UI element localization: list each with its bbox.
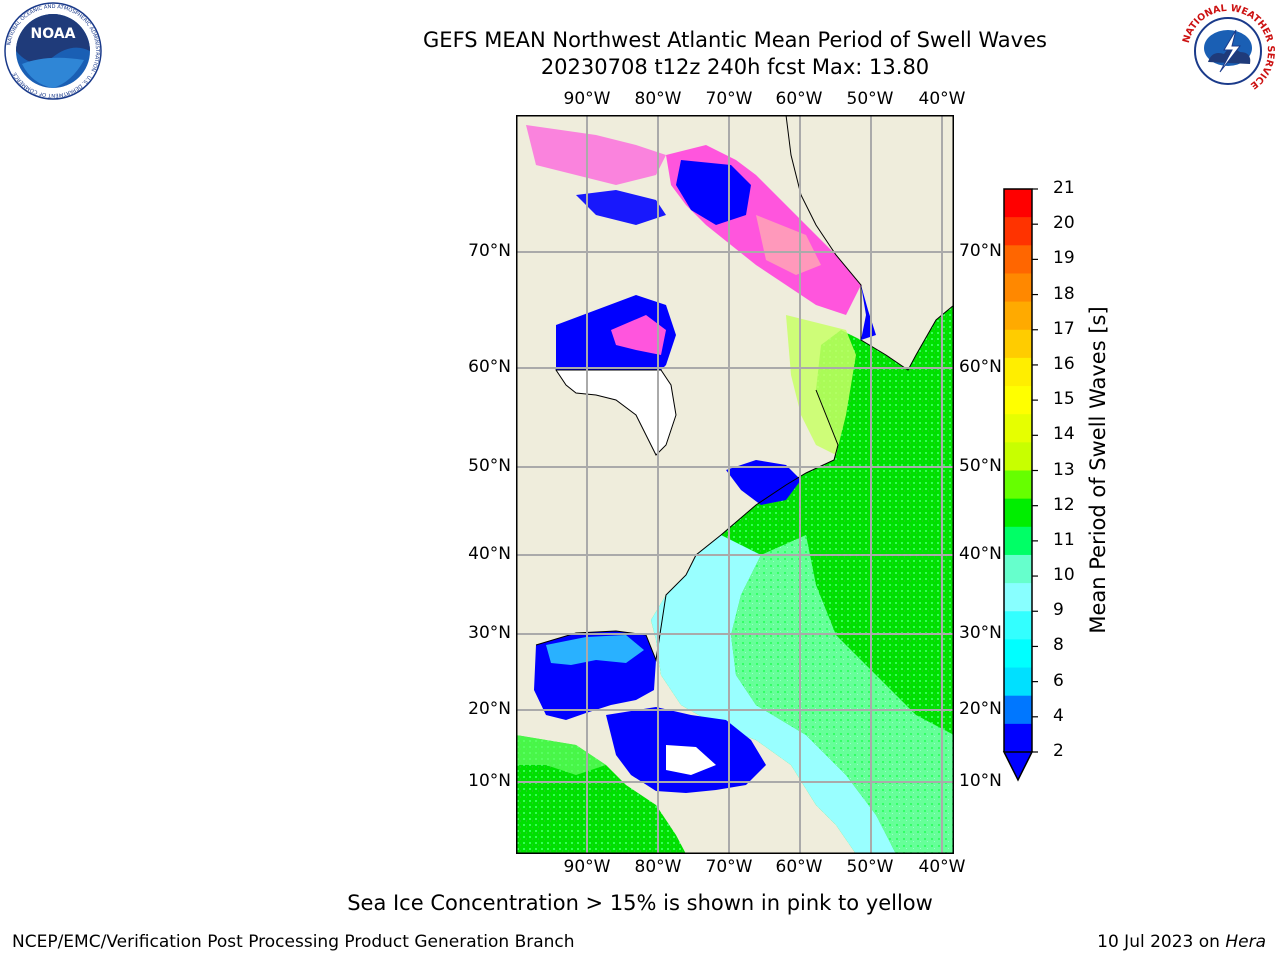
colorbar-segment [1004,414,1032,443]
footer-timestamp: 10 Jul 2023 on Hera [1097,932,1266,952]
lat-label-right: 30°N [959,623,1002,643]
lon-label-top: 60°W [775,89,823,109]
colorbar-segment [1004,470,1032,500]
colorbar-segment [1004,442,1032,471]
map-panel [516,115,954,854]
greenland-east-ice [861,285,876,340]
colorbar-tick-label: 19 [1053,248,1075,269]
colorbar-tick-label: 14 [1053,424,1075,445]
colorbar-tick-label: 9 [1053,600,1064,621]
lat-label-right: 10°N [959,771,1002,791]
lat-label-left: 70°N [468,241,511,261]
lon-label-top: 80°W [634,89,682,109]
nws-logo: NATIONAL WEATHER SERVICE [1181,3,1276,98]
lat-label-right: 20°N [959,699,1002,719]
noaa-logo-text: NOAA [31,26,76,42]
lon-label-bottom: 90°W [563,857,611,877]
colorbar-tick-label: 2 [1053,741,1064,761]
colorbar-tick-label: 18 [1053,283,1075,304]
colorbar-segment [1004,611,1032,640]
colorbar-tick-label: 20 [1053,213,1075,234]
colorbar-tick-label: 8 [1053,635,1064,656]
lat-label-right: 50°N [959,456,1002,476]
colorbar-segment [1004,498,1032,528]
colorbar-segment [1004,273,1032,303]
lon-label-top: 70°W [705,89,753,109]
colorbar [1002,188,1038,782]
midlat-swell-band [731,535,954,854]
lat-label-left: 50°N [468,456,511,476]
lon-label-bottom: 70°W [705,857,753,877]
lat-label-left: 60°N [468,357,511,377]
lat-label-left: 40°N [468,544,511,564]
colorbar-segment [1004,329,1032,359]
colorbar-tick-label: 6 [1053,670,1064,691]
colorbar-segment [1004,695,1032,725]
lat-label-right: 60°N [959,357,1002,377]
lon-label-bottom: 60°W [775,857,823,877]
colorbar-tick-label: 21 [1053,178,1075,198]
noaa-logo: NOAA NATIONAL OCEANIC AND ATMOSPHERIC AD… [4,2,102,100]
gulf-of-st-lawrence [726,460,801,505]
lat-label-left: 10°N [468,771,511,791]
colorbar-tick-label: 10 [1053,565,1075,586]
graticule [516,115,954,854]
lat-label-right: 40°N [959,544,1002,564]
lon-label-bottom: 80°W [634,857,682,877]
footer-organization: NCEP/EMC/Verification Post Processing Pr… [12,932,575,952]
colorbar-segment [1004,245,1032,274]
colorbar-segment [1004,723,1032,753]
sea-ice-note: Sea Ice Concentration > 15% is shown in … [347,891,933,915]
colorbar-segment [1004,667,1032,697]
lat-label-right: 70°N [959,241,1002,261]
colorbar-segment [1004,217,1032,246]
colorbar-segment [1004,357,1032,387]
colorbar-segment [1004,639,1032,669]
colorbar-tick-label: 4 [1053,705,1064,726]
colorbar-tick-label: 17 [1053,318,1075,339]
footer-host: Hera [1225,932,1266,952]
labrador-sea-band [786,315,856,455]
lon-label-bottom: 40°W [918,857,966,877]
colorbar-segment [1004,583,1032,612]
colorbar-extend-arrow [1002,751,1034,782]
map-title: GEFS MEAN Northwest Atlantic Mean Period… [423,28,1047,52]
lon-label-bottom: 50°W [846,857,894,877]
lon-label-top: 40°W [918,89,966,109]
colorbar-segment [1004,554,1032,584]
colorbar-tick-label: 11 [1053,529,1075,550]
colorbar-segment [1004,189,1032,218]
colorbar-tick-label: 15 [1053,389,1075,410]
colorbar-segment [1004,386,1032,415]
colorbar-segment [1004,301,1032,331]
lon-label-top: 50°W [846,89,894,109]
colorbar-tick-label: 12 [1053,494,1075,515]
colorbar-segment [1004,526,1032,556]
map-frame [516,115,954,854]
coastal-swell-band [651,535,896,854]
footer-date: 10 Jul 2023 on [1097,932,1220,952]
lat-label-left: 30°N [468,623,511,643]
colorbar-tick-label: 13 [1053,459,1075,480]
map-subtitle: 20230708 t12z 240h fcst Max: 13.80 [540,55,930,79]
lon-label-top: 90°W [563,89,611,109]
colorbar-tick-label: 16 [1053,353,1075,374]
lat-label-left: 20°N [468,699,511,719]
colorbar-label: Mean Period of Swell Waves [s] [1086,306,1110,634]
